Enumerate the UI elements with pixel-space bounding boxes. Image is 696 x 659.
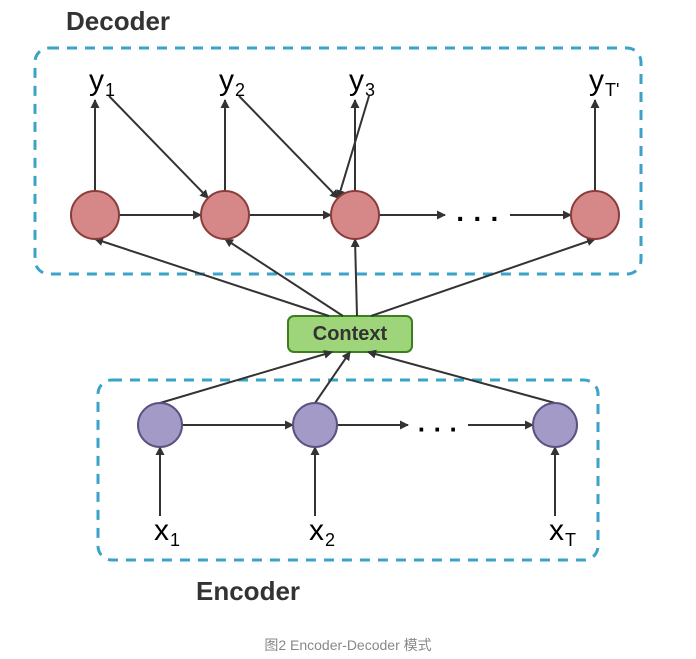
output-label: y (219, 64, 234, 97)
output-label: y (589, 64, 604, 97)
output-sub: 2 (235, 80, 245, 100)
input-sub: T (565, 530, 576, 550)
encoder-node (138, 403, 182, 447)
input-sub: 2 (325, 530, 335, 550)
output-label: y (349, 64, 364, 97)
edge-output-feedback (338, 96, 369, 198)
encoder-node (533, 403, 577, 447)
encoder-decoder-diagram: DecoderEncoderContext· · ·y1y2y3yT'· · ·… (0, 0, 696, 659)
edge-context-to-dec (355, 239, 357, 316)
input-sub: 1 (170, 530, 180, 550)
edge-enc-to-context (160, 352, 332, 403)
output-sub: 1 (105, 80, 115, 100)
edge-context-to-dec (225, 239, 343, 316)
edge-enc-to-context (368, 352, 555, 403)
output-label: y (89, 64, 104, 97)
edge-context-to-dec (95, 239, 329, 316)
decoder-node (71, 191, 119, 239)
output-sub: T' (605, 80, 619, 100)
input-label: x (154, 514, 169, 547)
decoder-label: Decoder (66, 6, 170, 36)
edge-context-to-dec (371, 239, 595, 316)
input-label: x (309, 514, 324, 547)
figure-caption: 图2 Encoder-Decoder 模式 (0, 635, 696, 655)
context-label: Context (313, 323, 388, 345)
edge-output-feedback (109, 96, 208, 198)
output-sub: 3 (365, 80, 375, 100)
input-label: x (549, 514, 564, 547)
encoder-node (293, 403, 337, 447)
decoder-ellipsis: · · · (456, 203, 500, 234)
encoder-ellipsis: · · · (418, 414, 458, 444)
encoder-label: Encoder (196, 576, 300, 606)
decoder-node (201, 191, 249, 239)
decoder-node (331, 191, 379, 239)
edge-output-feedback (239, 96, 338, 198)
caption-text: 图2 Encoder-Decoder 模式 (264, 637, 431, 653)
decoder-box (35, 48, 641, 274)
decoder-node (571, 191, 619, 239)
edge-enc-to-context (315, 352, 350, 403)
